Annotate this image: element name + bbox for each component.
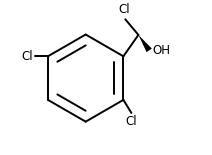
- Text: OH: OH: [153, 44, 171, 57]
- Text: Cl: Cl: [126, 115, 137, 128]
- Text: Cl: Cl: [22, 50, 33, 63]
- Polygon shape: [138, 35, 152, 52]
- Text: Cl: Cl: [118, 3, 130, 16]
